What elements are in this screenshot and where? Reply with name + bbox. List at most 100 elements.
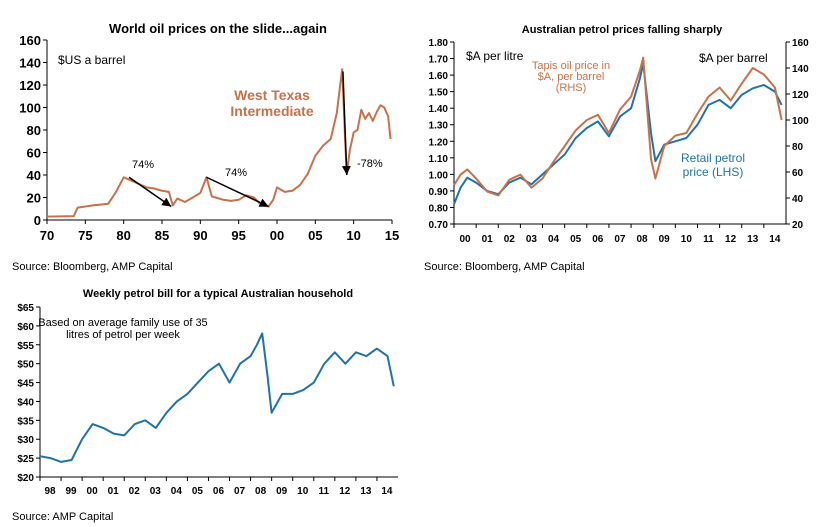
chart1-y-tick-label: 80 — [27, 123, 41, 138]
chart3-x-tick-label: 00 — [87, 486, 99, 497]
chart2-left-tick-label: 1.70 — [429, 55, 449, 66]
chart2-right-tick-label: 100 — [792, 116, 809, 127]
chart1-x-tick-label: 05 — [308, 228, 322, 243]
chart2-left-tick-label: 1.10 — [429, 154, 449, 165]
chart2-x-tick-label: 08 — [637, 234, 649, 245]
chart1-y-tick-label: 0 — [34, 213, 41, 228]
chart2-x-tick-label: 11 — [703, 234, 714, 245]
chart1-annotation-74-b: 74% — [225, 167, 247, 179]
chart2-right-tick-label: 120 — [792, 90, 809, 101]
chart3-x-tick-label: 06 — [213, 486, 225, 497]
chart2-x-tick-label: 04 — [548, 234, 560, 245]
chart3-series-line — [39, 332, 395, 463]
chart2-oil-line — [453, 56, 783, 197]
chart2-petrol-label-line1: Retail petrol — [681, 151, 745, 165]
chart2-left-tick-label: 0.70 — [429, 220, 449, 231]
chart1-x-tick-label: 15 — [385, 228, 399, 243]
chart1-y-tick-label: 40 — [27, 168, 41, 183]
chart1-x-tick-label: 95 — [231, 228, 245, 243]
chart3-x-tick-label: 99 — [65, 486, 77, 497]
chart3-x-tick-label: 03 — [150, 486, 162, 497]
chart3-x-tick-label: 14 — [381, 486, 393, 497]
chart1-x-tick-label: 00 — [270, 228, 284, 243]
chart3-x-tick-label: 11 — [318, 486, 329, 497]
chart2-x-tick-label: 13 — [747, 234, 759, 245]
chart2-left-unit-label: $A per litre — [466, 49, 524, 63]
chart1-annotation-arrow — [128, 176, 172, 208]
chart3-y-tick-label: $55 — [17, 341, 34, 352]
chart1-annotation-arrow — [341, 71, 351, 176]
chart1-y-tick-label: 160 — [19, 33, 41, 48]
chart2-x-tick-label: 03 — [526, 234, 538, 245]
chart2-source: Source: Bloomberg, AMP Capital — [424, 261, 585, 273]
chart2-right-tick-label: 160 — [792, 38, 809, 49]
chart1-y-tick-label: 140 — [19, 56, 41, 71]
chart1-y-tick-label: 60 — [27, 146, 41, 161]
chart1-x-tick-label: 75 — [78, 228, 92, 243]
chart3-x-tick-label: 02 — [129, 486, 141, 497]
chart3-x-tick-label: 05 — [192, 486, 204, 497]
chart2-petrol-label-line2: price (LHS) — [683, 165, 744, 179]
chart2-right-tick-label: 40 — [792, 194, 804, 205]
chart3-x-tick-label: 07 — [234, 486, 246, 497]
chart1-source: Source: Bloomberg, AMP Capital — [12, 261, 173, 273]
chart2-x-tick-label: 14 — [769, 234, 781, 245]
chart2-petrol-line — [453, 62, 783, 205]
chart1-series-label-line2: Intermediate — [230, 103, 313, 119]
chart3-note-line1: Based on average family use of 35 — [38, 317, 207, 329]
chart3-y-tick-label: $40 — [17, 397, 34, 408]
chart3-plot: $20 $25 $30 $35 $40 $45 $50 $55 $60 $65 98 99 00 01 02… — [17, 303, 398, 497]
chart1-x-tick-label: 90 — [193, 228, 207, 243]
chart2-oil-label-line3: (RHS) — [556, 82, 587, 94]
chart3-x-tick-label: 08 — [255, 486, 267, 497]
chart2-x-tick-label: 05 — [570, 234, 582, 245]
chart2-x-tick-label: 10 — [681, 234, 693, 245]
chart3-x-tick-label: 98 — [44, 486, 56, 497]
chart3-source: Source: AMP Capital — [12, 511, 113, 523]
chart2-left-tick-label: 1.80 — [429, 38, 449, 49]
chart2-x-tick-label: 06 — [592, 234, 604, 245]
chart2-left-tick-label: 1.40 — [429, 104, 449, 115]
chart1-unit-label: $US a barrel — [58, 53, 125, 67]
chart3-y-tick-label: $30 — [17, 435, 34, 446]
chart1-y-tick-label: 120 — [19, 78, 41, 93]
chart1-x-tick-label: 70 — [40, 228, 54, 243]
chart3-x-tick-label: 09 — [276, 486, 288, 497]
chart3-x-tick-label: 10 — [297, 486, 309, 497]
chart1-plot: 0 20 40 60 80 100 120 140 160 70 75 80 85 90 95 00 05 10 1… — [19, 33, 399, 243]
chart2-right-tick-label: 60 — [792, 168, 804, 179]
chart3-x-tick-label: 12 — [339, 486, 351, 497]
chart1-series-line — [46, 68, 392, 218]
chart2-left-tick-label: 1.30 — [429, 121, 449, 132]
chart2-right-unit-label: $A per barrel — [699, 51, 768, 65]
chart1-y-tick-label: 20 — [27, 191, 41, 206]
chart2-oil-label-line1: Tapis oil price in — [532, 60, 610, 72]
chart3-y-tick-label: $50 — [17, 360, 34, 371]
chart1-x-tick-label: 10 — [346, 228, 360, 243]
chart2-right-tick-label: 80 — [792, 142, 804, 153]
chart3-x-tick-label: 01 — [108, 486, 120, 497]
chart2-right-tick-label: 20 — [792, 220, 804, 231]
chart2-x-tick-label: 01 — [482, 234, 494, 245]
chart2-left-tick-label: 0.80 — [429, 203, 449, 214]
chart3-x-tick-label: 13 — [360, 486, 372, 497]
chart1-y-tick-label: 100 — [19, 101, 41, 116]
chart2-left-tick-label: 1.50 — [429, 88, 449, 99]
chart1-x-tick-label: 80 — [116, 228, 130, 243]
chart2-x-tick-label: 02 — [504, 234, 516, 245]
chart3-y-tick-label: $65 — [17, 303, 34, 314]
chart1-annotation-74-a: 74% — [132, 159, 154, 171]
chart2-x-tick-label: 09 — [659, 234, 671, 245]
chart3-x-tick-label: 04 — [171, 486, 183, 497]
chart2-title: Australian petrol prices falling sharply — [522, 24, 723, 36]
chart2-right-tick-label: 140 — [792, 64, 809, 75]
chart3-y-tick-label: $45 — [17, 379, 34, 390]
chart2-left-tick-label: 1.00 — [429, 170, 449, 181]
chart2-x-tick-label: 12 — [725, 234, 737, 245]
chart3-title: Weekly petrol bill for a typical Austral… — [83, 288, 353, 300]
chart3-y-tick-label: $25 — [17, 454, 34, 465]
chart2-left-tick-label: 0.90 — [429, 187, 449, 198]
chart3-y-tick-label: $60 — [17, 322, 34, 333]
chart2-plot: 0.70 0.80 0.90 1.00 1.10 1.20 1.30 1.40 1.50 1.60… — [429, 38, 810, 245]
